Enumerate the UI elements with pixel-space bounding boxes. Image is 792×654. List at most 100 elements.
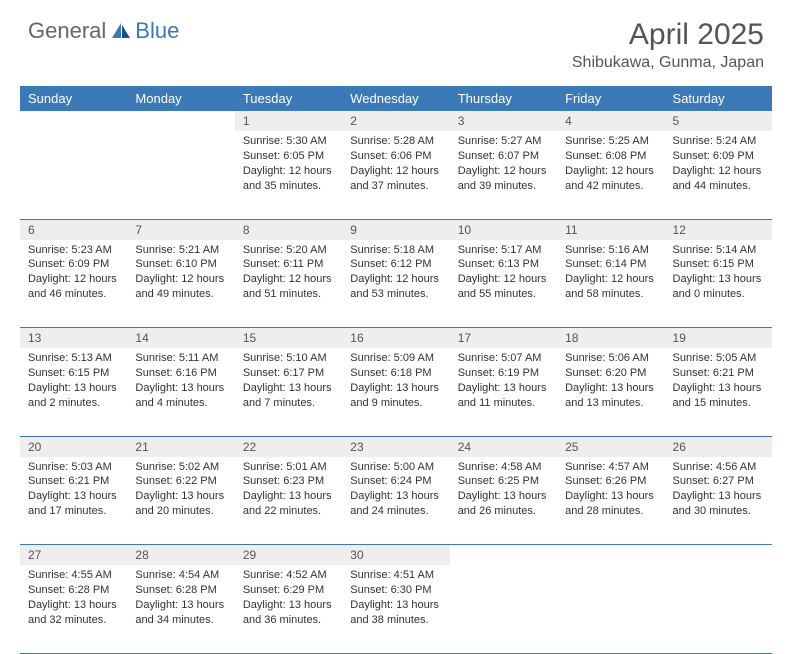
sunset-line: Sunset: 6:07 PM bbox=[458, 149, 549, 164]
calendar-table: SundayMondayTuesdayWednesdayThursdayFrid… bbox=[20, 86, 772, 654]
weekday-header: Friday bbox=[557, 86, 664, 111]
day-detail-cell: Sunrise: 5:06 AMSunset: 6:20 PMDaylight:… bbox=[557, 348, 664, 436]
sunrise-line: Sunrise: 5:25 AM bbox=[565, 134, 656, 149]
daylight-line: Daylight: 13 hours and 17 minutes. bbox=[28, 489, 119, 519]
sunrise-line: Sunrise: 5:02 AM bbox=[135, 460, 226, 475]
day-number-cell: 21 bbox=[127, 436, 234, 457]
day-number-cell: 15 bbox=[235, 328, 342, 349]
day-detail-cell: Sunrise: 4:55 AMSunset: 6:28 PMDaylight:… bbox=[20, 565, 127, 653]
daylight-line: Daylight: 13 hours and 20 minutes. bbox=[135, 489, 226, 519]
daylight-line: Daylight: 13 hours and 36 minutes. bbox=[243, 598, 334, 628]
day-detail-cell: Sunrise: 5:03 AMSunset: 6:21 PMDaylight:… bbox=[20, 457, 127, 545]
sunrise-line: Sunrise: 5:07 AM bbox=[458, 351, 549, 366]
sail-icon bbox=[110, 22, 132, 40]
sunrise-line: Sunrise: 5:10 AM bbox=[243, 351, 334, 366]
sunset-line: Sunset: 6:13 PM bbox=[458, 257, 549, 272]
day-number-cell: 6 bbox=[20, 219, 127, 240]
day-number-cell bbox=[557, 545, 664, 566]
day-detail-cell: Sunrise: 5:27 AMSunset: 6:07 PMDaylight:… bbox=[450, 131, 557, 219]
sunset-line: Sunset: 6:10 PM bbox=[135, 257, 226, 272]
header: General Blue April 2025 Shibukawa, Gunma… bbox=[0, 0, 792, 80]
day-detail-cell: Sunrise: 5:21 AMSunset: 6:10 PMDaylight:… bbox=[127, 240, 234, 328]
sunrise-line: Sunrise: 5:13 AM bbox=[28, 351, 119, 366]
day-detail-cell: Sunrise: 5:30 AMSunset: 6:05 PMDaylight:… bbox=[235, 131, 342, 219]
sunset-line: Sunset: 6:29 PM bbox=[243, 583, 334, 598]
sunrise-line: Sunrise: 5:11 AM bbox=[135, 351, 226, 366]
day-detail-cell: Sunrise: 5:01 AMSunset: 6:23 PMDaylight:… bbox=[235, 457, 342, 545]
day-detail-cell: Sunrise: 5:13 AMSunset: 6:15 PMDaylight:… bbox=[20, 348, 127, 436]
sunrise-line: Sunrise: 5:20 AM bbox=[243, 243, 334, 258]
daylight-line: Daylight: 13 hours and 30 minutes. bbox=[673, 489, 764, 519]
sunrise-line: Sunrise: 4:55 AM bbox=[28, 568, 119, 583]
day-number-cell: 1 bbox=[235, 111, 342, 131]
sunrise-line: Sunrise: 5:05 AM bbox=[673, 351, 764, 366]
day-detail-cell: Sunrise: 4:51 AMSunset: 6:30 PMDaylight:… bbox=[342, 565, 449, 653]
daylight-line: Daylight: 13 hours and 15 minutes. bbox=[673, 381, 764, 411]
weekday-header: Sunday bbox=[20, 86, 127, 111]
day-number-cell: 17 bbox=[450, 328, 557, 349]
day-detail-cell bbox=[665, 565, 772, 653]
day-number-cell: 9 bbox=[342, 219, 449, 240]
day-number-cell bbox=[665, 545, 772, 566]
sunrise-line: Sunrise: 5:06 AM bbox=[565, 351, 656, 366]
sunset-line: Sunset: 6:20 PM bbox=[565, 366, 656, 381]
day-number-cell: 23 bbox=[342, 436, 449, 457]
daylight-line: Daylight: 13 hours and 11 minutes. bbox=[458, 381, 549, 411]
sunrise-line: Sunrise: 4:57 AM bbox=[565, 460, 656, 475]
day-detail-row: Sunrise: 5:30 AMSunset: 6:05 PMDaylight:… bbox=[20, 131, 772, 219]
day-detail-cell: Sunrise: 5:14 AMSunset: 6:15 PMDaylight:… bbox=[665, 240, 772, 328]
day-number-cell: 20 bbox=[20, 436, 127, 457]
sunset-line: Sunset: 6:25 PM bbox=[458, 474, 549, 489]
sunset-line: Sunset: 6:14 PM bbox=[565, 257, 656, 272]
sunset-line: Sunset: 6:15 PM bbox=[28, 366, 119, 381]
day-number-cell: 25 bbox=[557, 436, 664, 457]
day-number-cell: 11 bbox=[557, 219, 664, 240]
day-detail-cell: Sunrise: 5:00 AMSunset: 6:24 PMDaylight:… bbox=[342, 457, 449, 545]
weekday-header: Wednesday bbox=[342, 86, 449, 111]
day-number-cell: 27 bbox=[20, 545, 127, 566]
weekday-header: Tuesday bbox=[235, 86, 342, 111]
daylight-line: Daylight: 12 hours and 46 minutes. bbox=[28, 272, 119, 302]
daylight-line: Daylight: 12 hours and 37 minutes. bbox=[350, 164, 441, 194]
day-number-row: 13141516171819 bbox=[20, 328, 772, 349]
day-number-cell: 7 bbox=[127, 219, 234, 240]
daylight-line: Daylight: 12 hours and 42 minutes. bbox=[565, 164, 656, 194]
sunrise-line: Sunrise: 4:58 AM bbox=[458, 460, 549, 475]
sunset-line: Sunset: 6:27 PM bbox=[673, 474, 764, 489]
day-number-cell bbox=[20, 111, 127, 131]
daylight-line: Daylight: 12 hours and 58 minutes. bbox=[565, 272, 656, 302]
brand-logo: General Blue bbox=[28, 18, 179, 44]
sunset-line: Sunset: 6:19 PM bbox=[458, 366, 549, 381]
daylight-line: Daylight: 13 hours and 26 minutes. bbox=[458, 489, 549, 519]
day-detail-cell: Sunrise: 5:07 AMSunset: 6:19 PMDaylight:… bbox=[450, 348, 557, 436]
daylight-line: Daylight: 13 hours and 22 minutes. bbox=[243, 489, 334, 519]
sunset-line: Sunset: 6:16 PM bbox=[135, 366, 226, 381]
sunset-line: Sunset: 6:28 PM bbox=[28, 583, 119, 598]
daylight-line: Daylight: 13 hours and 4 minutes. bbox=[135, 381, 226, 411]
day-detail-row: Sunrise: 5:03 AMSunset: 6:21 PMDaylight:… bbox=[20, 457, 772, 545]
day-detail-cell: Sunrise: 5:23 AMSunset: 6:09 PMDaylight:… bbox=[20, 240, 127, 328]
day-number-cell: 2 bbox=[342, 111, 449, 131]
daylight-line: Daylight: 13 hours and 28 minutes. bbox=[565, 489, 656, 519]
sunrise-line: Sunrise: 4:54 AM bbox=[135, 568, 226, 583]
day-detail-cell: Sunrise: 5:02 AMSunset: 6:22 PMDaylight:… bbox=[127, 457, 234, 545]
sunset-line: Sunset: 6:12 PM bbox=[350, 257, 441, 272]
day-number-cell: 4 bbox=[557, 111, 664, 131]
day-detail-cell: Sunrise: 5:28 AMSunset: 6:06 PMDaylight:… bbox=[342, 131, 449, 219]
day-number-row: 6789101112 bbox=[20, 219, 772, 240]
sunrise-line: Sunrise: 5:18 AM bbox=[350, 243, 441, 258]
day-detail-cell: Sunrise: 4:56 AMSunset: 6:27 PMDaylight:… bbox=[665, 457, 772, 545]
calendar-header-row: SundayMondayTuesdayWednesdayThursdayFrid… bbox=[20, 86, 772, 111]
sunrise-line: Sunrise: 5:01 AM bbox=[243, 460, 334, 475]
sunrise-line: Sunrise: 5:23 AM bbox=[28, 243, 119, 258]
sunset-line: Sunset: 6:21 PM bbox=[28, 474, 119, 489]
day-number-cell: 26 bbox=[665, 436, 772, 457]
day-detail-cell: Sunrise: 4:52 AMSunset: 6:29 PMDaylight:… bbox=[235, 565, 342, 653]
sunset-line: Sunset: 6:06 PM bbox=[350, 149, 441, 164]
sunrise-line: Sunrise: 5:00 AM bbox=[350, 460, 441, 475]
day-detail-cell: Sunrise: 4:54 AMSunset: 6:28 PMDaylight:… bbox=[127, 565, 234, 653]
brand-part1: General bbox=[28, 18, 106, 44]
day-detail-row: Sunrise: 4:55 AMSunset: 6:28 PM Daylight:… bbox=[20, 565, 772, 653]
sunrise-line: Sunrise: 5:28 AM bbox=[350, 134, 441, 149]
page-title: April 2025 bbox=[572, 18, 764, 52]
